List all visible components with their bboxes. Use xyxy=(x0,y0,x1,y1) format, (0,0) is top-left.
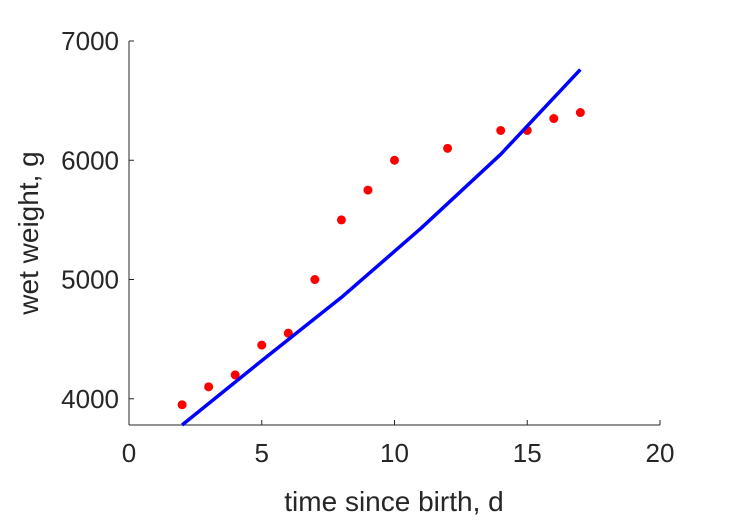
data-point xyxy=(363,185,373,195)
y-tick-label: 4000 xyxy=(61,384,119,414)
axes: 0 5 10 15 20 4000 5000 6000 7000 xyxy=(61,26,674,468)
x-axis-label: time since birth, d xyxy=(284,486,503,517)
fit-line xyxy=(181,68,582,427)
y-tick-label: 6000 xyxy=(61,145,119,175)
y-tick-label: 5000 xyxy=(61,265,119,295)
x-tick-label: 15 xyxy=(513,438,542,468)
plot-area xyxy=(177,68,585,427)
data-point xyxy=(496,125,506,135)
data-point xyxy=(283,328,293,338)
data-point xyxy=(390,155,399,165)
data-point xyxy=(549,114,559,124)
data-point xyxy=(336,215,346,225)
data-point xyxy=(310,275,320,285)
x-tick-label: 10 xyxy=(380,438,409,468)
y-axis-label: wet weight, g xyxy=(13,151,44,315)
x-tick-label: 20 xyxy=(646,438,675,468)
y-tick-label: 7000 xyxy=(61,26,119,56)
data-point xyxy=(230,370,240,380)
data-point xyxy=(575,108,585,118)
x-tick-label: 0 xyxy=(122,438,136,468)
data-point xyxy=(177,400,187,410)
x-tick-label: 5 xyxy=(255,438,269,468)
data-point xyxy=(257,340,267,350)
data-point xyxy=(443,143,453,153)
data-point xyxy=(204,382,214,392)
